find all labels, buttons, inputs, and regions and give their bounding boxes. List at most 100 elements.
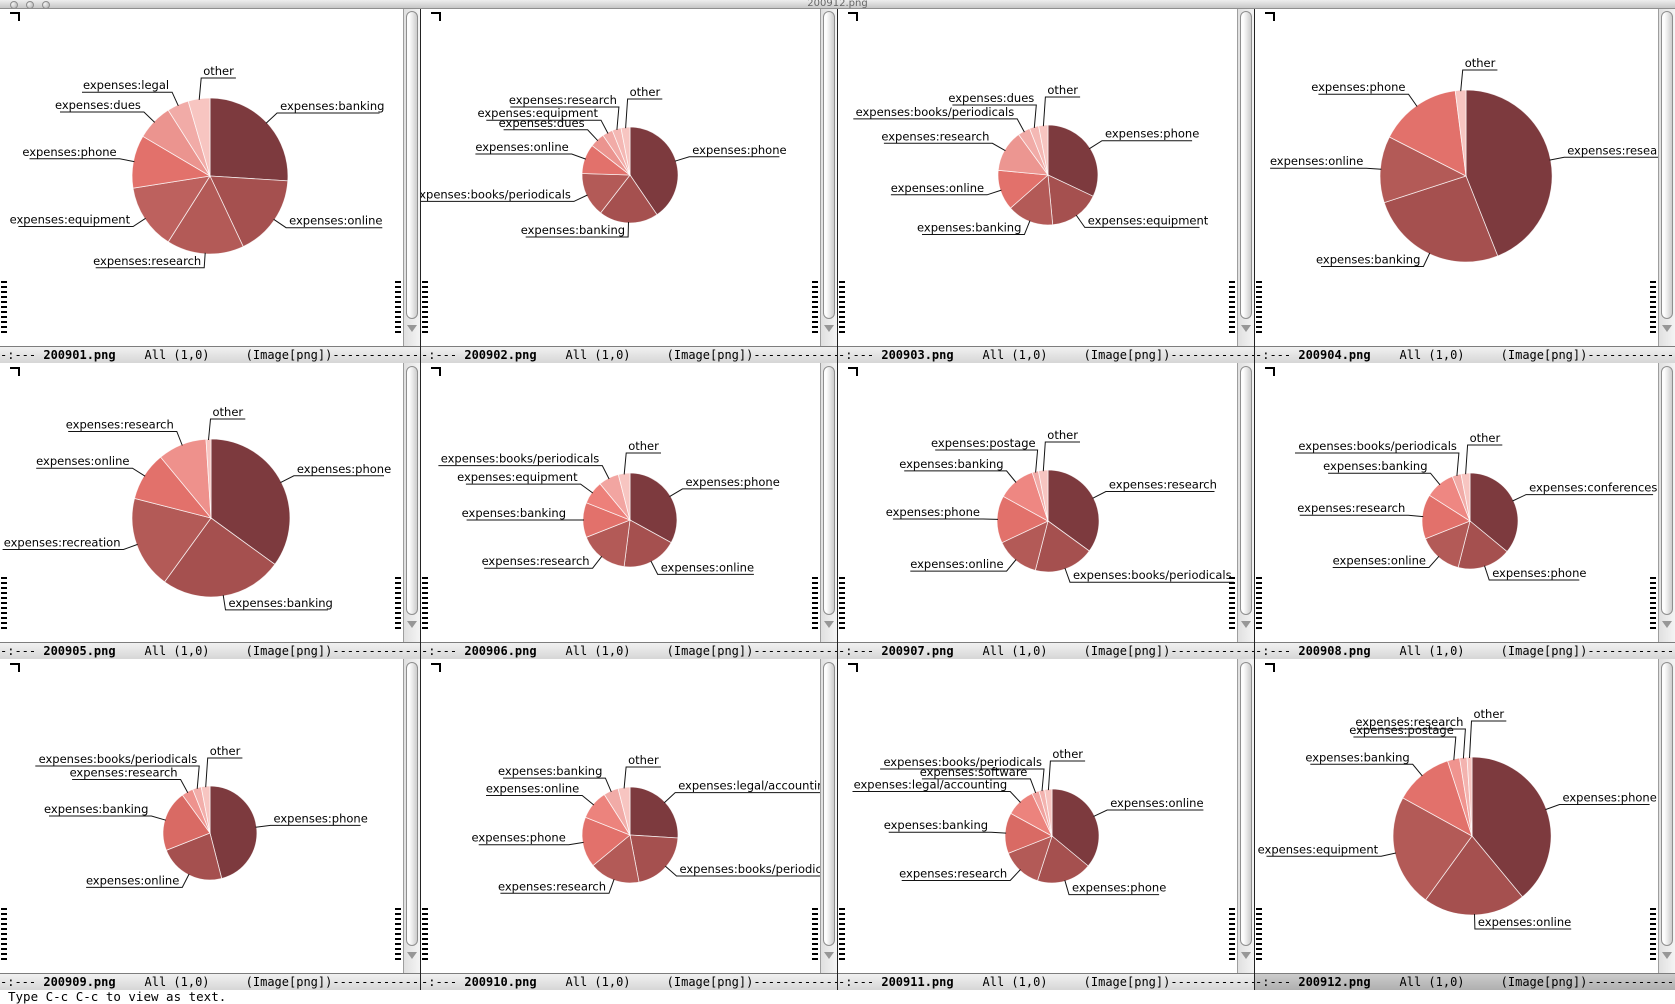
scrollbar-thumb[interactable] — [1240, 662, 1252, 946]
scroll-down-arrow-icon[interactable] — [1241, 952, 1251, 964]
slice-label: other — [628, 439, 659, 453]
slice-label: expenses:banking — [521, 223, 625, 237]
fringe-dashes-icon — [1256, 281, 1262, 333]
scrollbar[interactable] — [1658, 363, 1675, 642]
close-button[interactable] — [10, 1, 18, 9]
label-leader-line — [1545, 804, 1650, 811]
mode-line[interactable]: -:--- 200909.png All (1,0) (Image[png])-… — [0, 973, 420, 990]
scroll-down-arrow-icon[interactable] — [824, 952, 834, 964]
scrollbar-thumb[interactable] — [823, 366, 835, 615]
label-leader-line — [255, 824, 361, 828]
label-leader-line — [222, 594, 328, 611]
scroll-down-arrow-icon[interactable] — [407, 621, 417, 633]
fringe-dashes-icon — [839, 281, 845, 333]
buffer-name: 200906.png — [464, 644, 537, 658]
label-leader-line — [1460, 69, 1498, 92]
mode-line[interactable]: -:--- 200908.png All (1,0) (Image[png])-… — [1255, 642, 1675, 659]
scroll-down-arrow-icon[interactable] — [1241, 325, 1251, 337]
scroll-down-arrow-icon[interactable] — [1662, 325, 1672, 337]
scrollbar-thumb[interactable] — [1661, 366, 1673, 615]
image-buffer-area[interactable]: expenses:research expenses:books/periodic… — [838, 363, 1254, 642]
window-title: 200912.png — [807, 0, 868, 9]
image-buffer-area[interactable]: expenses:phone expenses:banking expenses:r… — [0, 363, 420, 642]
pie-chart-image: expenses:phone expenses:banking expenses:b… — [421, 85, 787, 238]
label-leader-line — [1321, 252, 1431, 267]
label-leader-line — [1549, 156, 1658, 161]
label-leader-line — [478, 841, 584, 846]
slice-label: expenses:banking — [229, 596, 333, 610]
label-leader-line — [198, 77, 236, 100]
scrollbar[interactable] — [1658, 8, 1675, 346]
image-buffer-area[interactable]: expenses:phone expenses:online expenses:eq… — [1255, 659, 1675, 973]
image-buffer-area[interactable]: expenses:phone expenses:equipment expenses… — [838, 8, 1254, 346]
minimize-button[interactable] — [26, 1, 34, 9]
image-buffer-area[interactable]: expenses:banking expenses:online expenses:… — [0, 8, 420, 346]
scroll-down-arrow-icon[interactable] — [407, 325, 417, 337]
mode-line-prefix: -:--- — [0, 348, 44, 362]
scrollbar-thumb[interactable] — [406, 366, 418, 615]
label-leader-line — [1270, 167, 1382, 170]
image-buffer-area[interactable]: expenses:phone expenses:banking expenses:b… — [421, 8, 837, 346]
mode-line[interactable]: -:--- 200905.png All (1,0) (Image[png])-… — [0, 642, 420, 659]
scrollbar[interactable] — [403, 8, 420, 346]
pie-chart-image: expenses:phone expenses:online expenses:re… — [438, 439, 780, 575]
slice-label: expenses:equipment — [1258, 842, 1379, 856]
mode-line[interactable]: -:--- 200904.png All (1,0) (Image[png])-… — [1255, 346, 1675, 363]
mode-line[interactable]: -:--- 200910.png All (1,0) (Image[png])-… — [421, 973, 837, 990]
scrollbar-thumb[interactable] — [823, 662, 835, 946]
mode-line-prefix: -:--- — [0, 975, 44, 989]
slice-label: expenses:online — [289, 214, 382, 228]
image-buffer-area[interactable]: expenses:phone expenses:online expenses:re… — [421, 363, 837, 642]
slice-label: expenses:research — [93, 254, 201, 268]
zoom-button[interactable] — [42, 1, 50, 9]
mode-line[interactable]: -:--- 200912.png All (1,0) (Image[png])-… — [1255, 973, 1675, 990]
mode-line[interactable]: -:--- 200911.png All (1,0) (Image[png])-… — [838, 973, 1254, 990]
mode-line[interactable]: -:--- 200901.png All (1,0) (Image[png])-… — [0, 346, 420, 363]
label-leader-line — [208, 418, 246, 441]
scrollbar-thumb[interactable] — [1661, 662, 1673, 946]
slice-label: expenses:postage — [931, 436, 1036, 450]
fringe-dashes-icon — [395, 281, 401, 333]
scrollbar-thumb[interactable] — [1240, 366, 1252, 615]
scrollbar[interactable] — [1237, 363, 1254, 642]
mode-line-info: All (1,0) (Image[png])------------------… — [565, 348, 838, 362]
slice-label: expenses:research — [498, 879, 606, 893]
mode-line[interactable]: -:--- 200903.png All (1,0) (Image[png])-… — [838, 346, 1254, 363]
image-buffer-area[interactable]: expenses:research expenses:banking expense… — [1255, 8, 1675, 346]
slice-label: expenses:banking — [1323, 459, 1427, 473]
scrollbar[interactable] — [1237, 659, 1254, 973]
image-buffer-area[interactable]: expenses:online expenses:phone expenses:re… — [838, 659, 1254, 973]
scrollbar[interactable] — [820, 659, 837, 973]
scrollbar-thumb[interactable] — [1240, 11, 1252, 319]
mode-line-info: All (1,0) (Image[png])------------------… — [1399, 644, 1675, 658]
scroll-down-arrow-icon[interactable] — [1241, 621, 1251, 633]
buffer-name: 200901.png — [43, 348, 116, 362]
scrollbar[interactable] — [403, 363, 420, 642]
scroll-down-arrow-icon[interactable] — [1662, 621, 1672, 633]
buffer-name: 200909.png — [43, 975, 116, 989]
slice-label: expenses:banking — [44, 802, 148, 816]
mode-line[interactable]: -:--- 200907.png All (1,0) (Image[png])-… — [838, 642, 1254, 659]
scrollbar[interactable] — [1658, 659, 1675, 973]
mode-line-prefix: -:--- — [0, 644, 44, 658]
scrollbar[interactable] — [820, 8, 837, 346]
image-buffer-area[interactable]: expenses:phone expenses:online expenses:ba… — [0, 659, 420, 973]
label-leader-line — [280, 475, 384, 484]
image-buffer-area[interactable]: expenses:legal/accounting expenses:books/… — [421, 659, 837, 973]
scroll-down-arrow-icon[interactable] — [824, 325, 834, 337]
scrollbar[interactable] — [403, 659, 420, 973]
scrollbar-thumb[interactable] — [1661, 11, 1673, 319]
scrollbar-thumb[interactable] — [406, 662, 418, 946]
scrollbar-thumb[interactable] — [406, 11, 418, 319]
mode-line[interactable]: -:--- 200906.png All (1,0) (Image[png])-… — [421, 642, 837, 659]
scroll-down-arrow-icon[interactable] — [824, 621, 834, 633]
label-leader-line — [82, 91, 179, 107]
buffer-name: 200911.png — [881, 975, 954, 989]
mode-line[interactable]: -:--- 200902.png All (1,0) (Image[png])-… — [421, 346, 837, 363]
image-buffer-area[interactable]: expenses:conferences expenses:phone expens… — [1255, 363, 1675, 642]
scrollbar-thumb[interactable] — [823, 11, 835, 319]
scrollbar[interactable] — [1237, 8, 1254, 346]
scroll-down-arrow-icon[interactable] — [1662, 952, 1672, 964]
scrollbar[interactable] — [820, 363, 837, 642]
scroll-down-arrow-icon[interactable] — [407, 952, 417, 964]
